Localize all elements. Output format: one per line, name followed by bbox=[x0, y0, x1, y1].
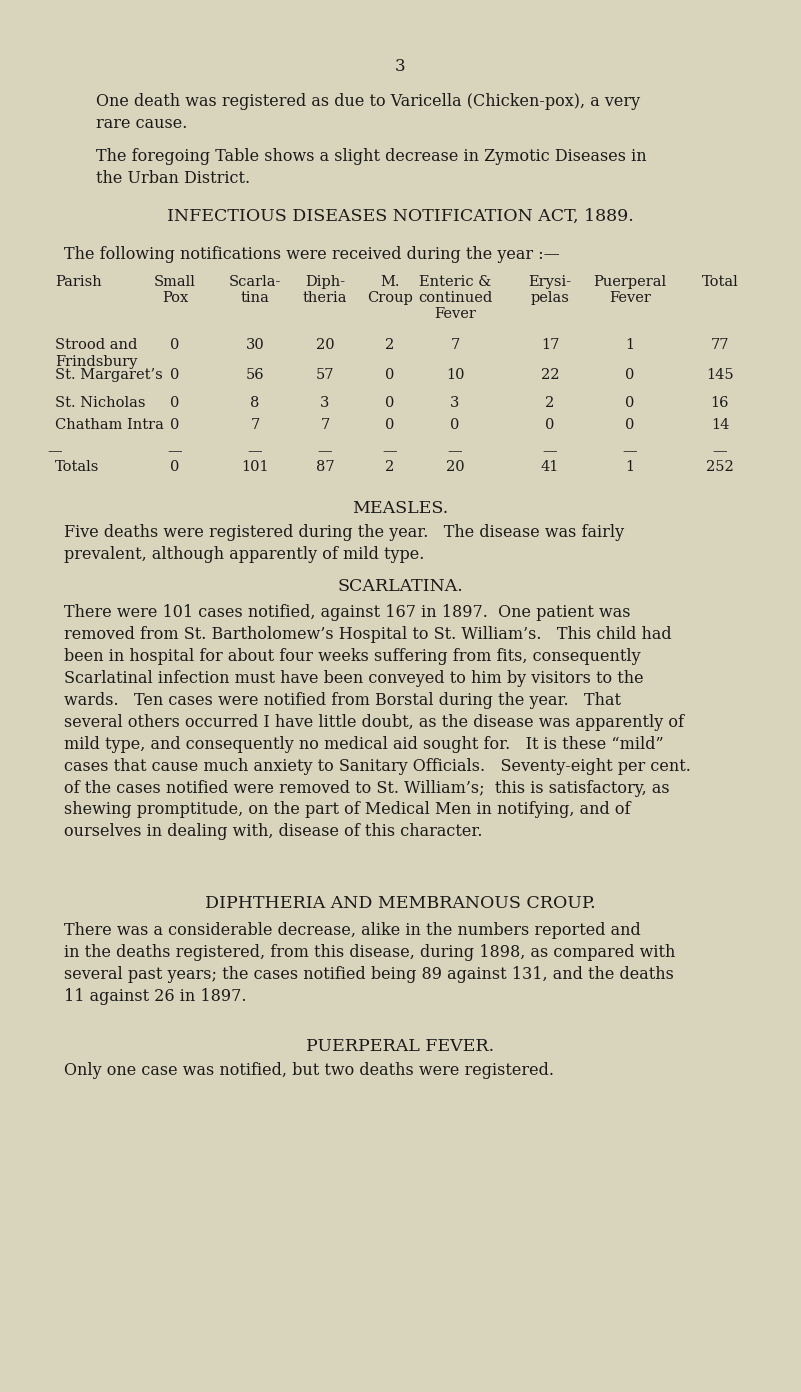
Text: 252: 252 bbox=[706, 459, 734, 475]
Text: St. Margaret’s: St. Margaret’s bbox=[55, 367, 163, 381]
Text: There was a considerable decrease, alike in the numbers reported and
in the deat: There was a considerable decrease, alike… bbox=[64, 922, 675, 1005]
Text: 10: 10 bbox=[445, 367, 465, 381]
Text: 0: 0 bbox=[626, 395, 634, 411]
Text: Parish: Parish bbox=[55, 276, 102, 290]
Text: Scarla-
tina: Scarla- tina bbox=[229, 276, 281, 305]
Text: 20: 20 bbox=[445, 459, 465, 475]
Text: 87: 87 bbox=[316, 459, 334, 475]
Text: 0: 0 bbox=[171, 395, 179, 411]
Text: INFECTIOUS DISEASES NOTIFICATION ACT, 1889.: INFECTIOUS DISEASES NOTIFICATION ACT, 18… bbox=[167, 207, 634, 226]
Text: 22: 22 bbox=[541, 367, 559, 381]
Text: —: — bbox=[383, 444, 397, 458]
Text: 7: 7 bbox=[320, 418, 330, 432]
Text: Strood and
Frindsbury: Strood and Frindsbury bbox=[55, 338, 138, 369]
Text: Puerperal
Fever: Puerperal Fever bbox=[594, 276, 666, 305]
Text: 8: 8 bbox=[250, 395, 260, 411]
Text: PUERPERAL FEVER.: PUERPERAL FEVER. bbox=[307, 1038, 494, 1055]
Text: 0: 0 bbox=[626, 418, 634, 432]
Text: 2: 2 bbox=[385, 338, 395, 352]
Text: 0: 0 bbox=[385, 418, 395, 432]
Text: 0: 0 bbox=[450, 418, 460, 432]
Text: Five deaths were registered during the year.   The disease was fairly
prevalent,: Five deaths were registered during the y… bbox=[64, 523, 624, 564]
Text: —: — bbox=[48, 444, 62, 458]
Text: —: — bbox=[167, 444, 183, 458]
Text: —: — bbox=[318, 444, 332, 458]
Text: Total: Total bbox=[702, 276, 739, 290]
Text: Erysi-
pelas: Erysi- pelas bbox=[529, 276, 572, 305]
Text: —: — bbox=[713, 444, 727, 458]
Text: Small
Pox: Small Pox bbox=[154, 276, 196, 305]
Text: 57: 57 bbox=[316, 367, 334, 381]
Text: There were 101 cases notified, against 167 in 1897.  One patient was
removed fro: There were 101 cases notified, against 1… bbox=[64, 604, 691, 841]
Text: 0: 0 bbox=[171, 367, 179, 381]
Text: SCARLATINA.: SCARLATINA. bbox=[338, 578, 463, 594]
Text: —: — bbox=[448, 444, 462, 458]
Text: DIPHTHERIA AND MEMBRANOUS CROUP.: DIPHTHERIA AND MEMBRANOUS CROUP. bbox=[205, 895, 596, 912]
Text: Chatham Intra: Chatham Intra bbox=[55, 418, 164, 432]
Text: 1: 1 bbox=[626, 459, 634, 475]
Text: 30: 30 bbox=[246, 338, 264, 352]
Text: Only one case was notified, but two deaths were registered.: Only one case was notified, but two deat… bbox=[64, 1062, 554, 1079]
Text: One death was registered as due to Varicella (Chicken-pox), a very
rare cause.: One death was registered as due to Varic… bbox=[96, 93, 640, 132]
Text: 1: 1 bbox=[626, 338, 634, 352]
Text: 20: 20 bbox=[316, 338, 334, 352]
Text: 0: 0 bbox=[385, 367, 395, 381]
Text: 16: 16 bbox=[710, 395, 729, 411]
Text: The following notifications were received during the year :—: The following notifications were receive… bbox=[64, 246, 560, 263]
Text: 3: 3 bbox=[450, 395, 460, 411]
Text: 145: 145 bbox=[706, 367, 734, 381]
Text: 3: 3 bbox=[395, 58, 406, 75]
Text: —: — bbox=[622, 444, 638, 458]
Text: 101: 101 bbox=[241, 459, 269, 475]
Text: 0: 0 bbox=[171, 459, 179, 475]
Text: Enteric &
continued
Fever: Enteric & continued Fever bbox=[418, 276, 492, 322]
Text: 77: 77 bbox=[710, 338, 729, 352]
Text: 2: 2 bbox=[545, 395, 554, 411]
Text: 56: 56 bbox=[246, 367, 264, 381]
Text: —: — bbox=[543, 444, 557, 458]
Text: 0: 0 bbox=[385, 395, 395, 411]
Text: Diph-
theria: Diph- theria bbox=[303, 276, 348, 305]
Text: Totals: Totals bbox=[55, 459, 99, 475]
Text: 0: 0 bbox=[545, 418, 554, 432]
Text: St. Nicholas: St. Nicholas bbox=[55, 395, 146, 411]
Text: 17: 17 bbox=[541, 338, 559, 352]
Text: 2: 2 bbox=[385, 459, 395, 475]
Text: MEASLES.: MEASLES. bbox=[352, 500, 449, 516]
Text: 41: 41 bbox=[541, 459, 559, 475]
Text: 0: 0 bbox=[171, 338, 179, 352]
Text: 0: 0 bbox=[626, 367, 634, 381]
Text: 3: 3 bbox=[320, 395, 330, 411]
Text: M.
Croup: M. Croup bbox=[367, 276, 413, 305]
Text: 7: 7 bbox=[450, 338, 460, 352]
Text: —: — bbox=[248, 444, 262, 458]
Text: 0: 0 bbox=[171, 418, 179, 432]
Text: The foregoing Table shows a slight decrease in Zymotic Diseases in
the Urban Dis: The foregoing Table shows a slight decre… bbox=[96, 148, 646, 187]
Text: 14: 14 bbox=[710, 418, 729, 432]
Text: 7: 7 bbox=[251, 418, 260, 432]
